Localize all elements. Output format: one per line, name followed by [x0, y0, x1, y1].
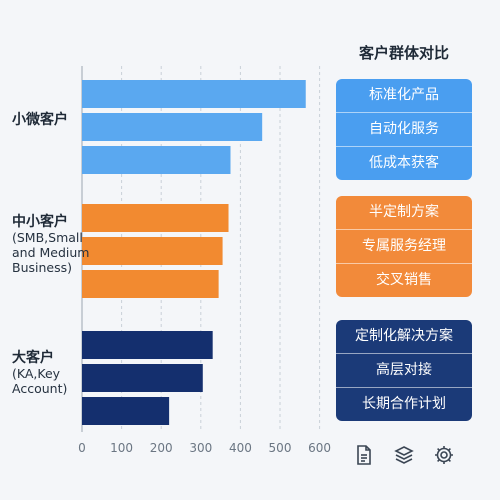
x-tick-label: 500: [269, 441, 292, 455]
document-icon[interactable]: [352, 443, 376, 467]
bar-2-2: [82, 397, 170, 425]
bar-0-0: [82, 80, 306, 108]
category-name: 中小客户: [12, 214, 68, 230]
bar-2-1: [82, 364, 203, 392]
x-tick-label: 200: [150, 441, 173, 455]
category-label: 大客户 (KA,Key Account): [12, 350, 92, 396]
x-tick-label: 100: [110, 441, 133, 455]
category-name: 大客户: [12, 350, 54, 366]
x-tick-label: 600: [308, 441, 331, 455]
group-box: 半定制方案 专属服务经理交叉销售: [336, 196, 472, 297]
panel-title: 客户群体对比: [358, 44, 449, 62]
category-subtitle: (KA,Key Account): [12, 366, 68, 396]
group-item: 低成本获客: [369, 155, 439, 171]
group-item: 自动化服务: [336, 113, 472, 147]
category-label: 小微客户: [12, 112, 92, 128]
category-subtitle: (SMB,Small and Medium Business): [12, 230, 90, 275]
group-item: 长期合作计划: [362, 396, 446, 412]
category-name: 小微客户: [12, 112, 68, 128]
bar-0-2: [82, 146, 231, 174]
group-item: 定制化解决方案: [336, 320, 472, 354]
group-item: 半定制方案: [336, 196, 472, 230]
group-item: 专属服务经理: [336, 230, 472, 264]
bar-1-0: [82, 204, 229, 232]
group-item: 标准化产品: [336, 79, 472, 113]
group-item: 高层对接: [336, 354, 472, 388]
group-box: 定制化解决方案 高层对接长期合作计划: [336, 320, 472, 421]
group-box: 标准化产品 自动化服务低成本获客: [336, 79, 472, 180]
x-tick-label: 300: [189, 441, 212, 455]
group-item: 交叉销售: [376, 272, 432, 288]
x-tick-label: 0: [78, 441, 86, 455]
category-label: 中小客户 (SMB,Small and Medium Business): [12, 214, 92, 275]
bar-1-1: [82, 237, 223, 265]
gear-icon[interactable]: [432, 443, 456, 467]
bar-0-1: [82, 113, 263, 141]
layers-icon[interactable]: [392, 443, 416, 467]
bar-2-0: [82, 331, 213, 359]
x-tick-label: 400: [229, 441, 252, 455]
bar-1-2: [82, 270, 219, 298]
